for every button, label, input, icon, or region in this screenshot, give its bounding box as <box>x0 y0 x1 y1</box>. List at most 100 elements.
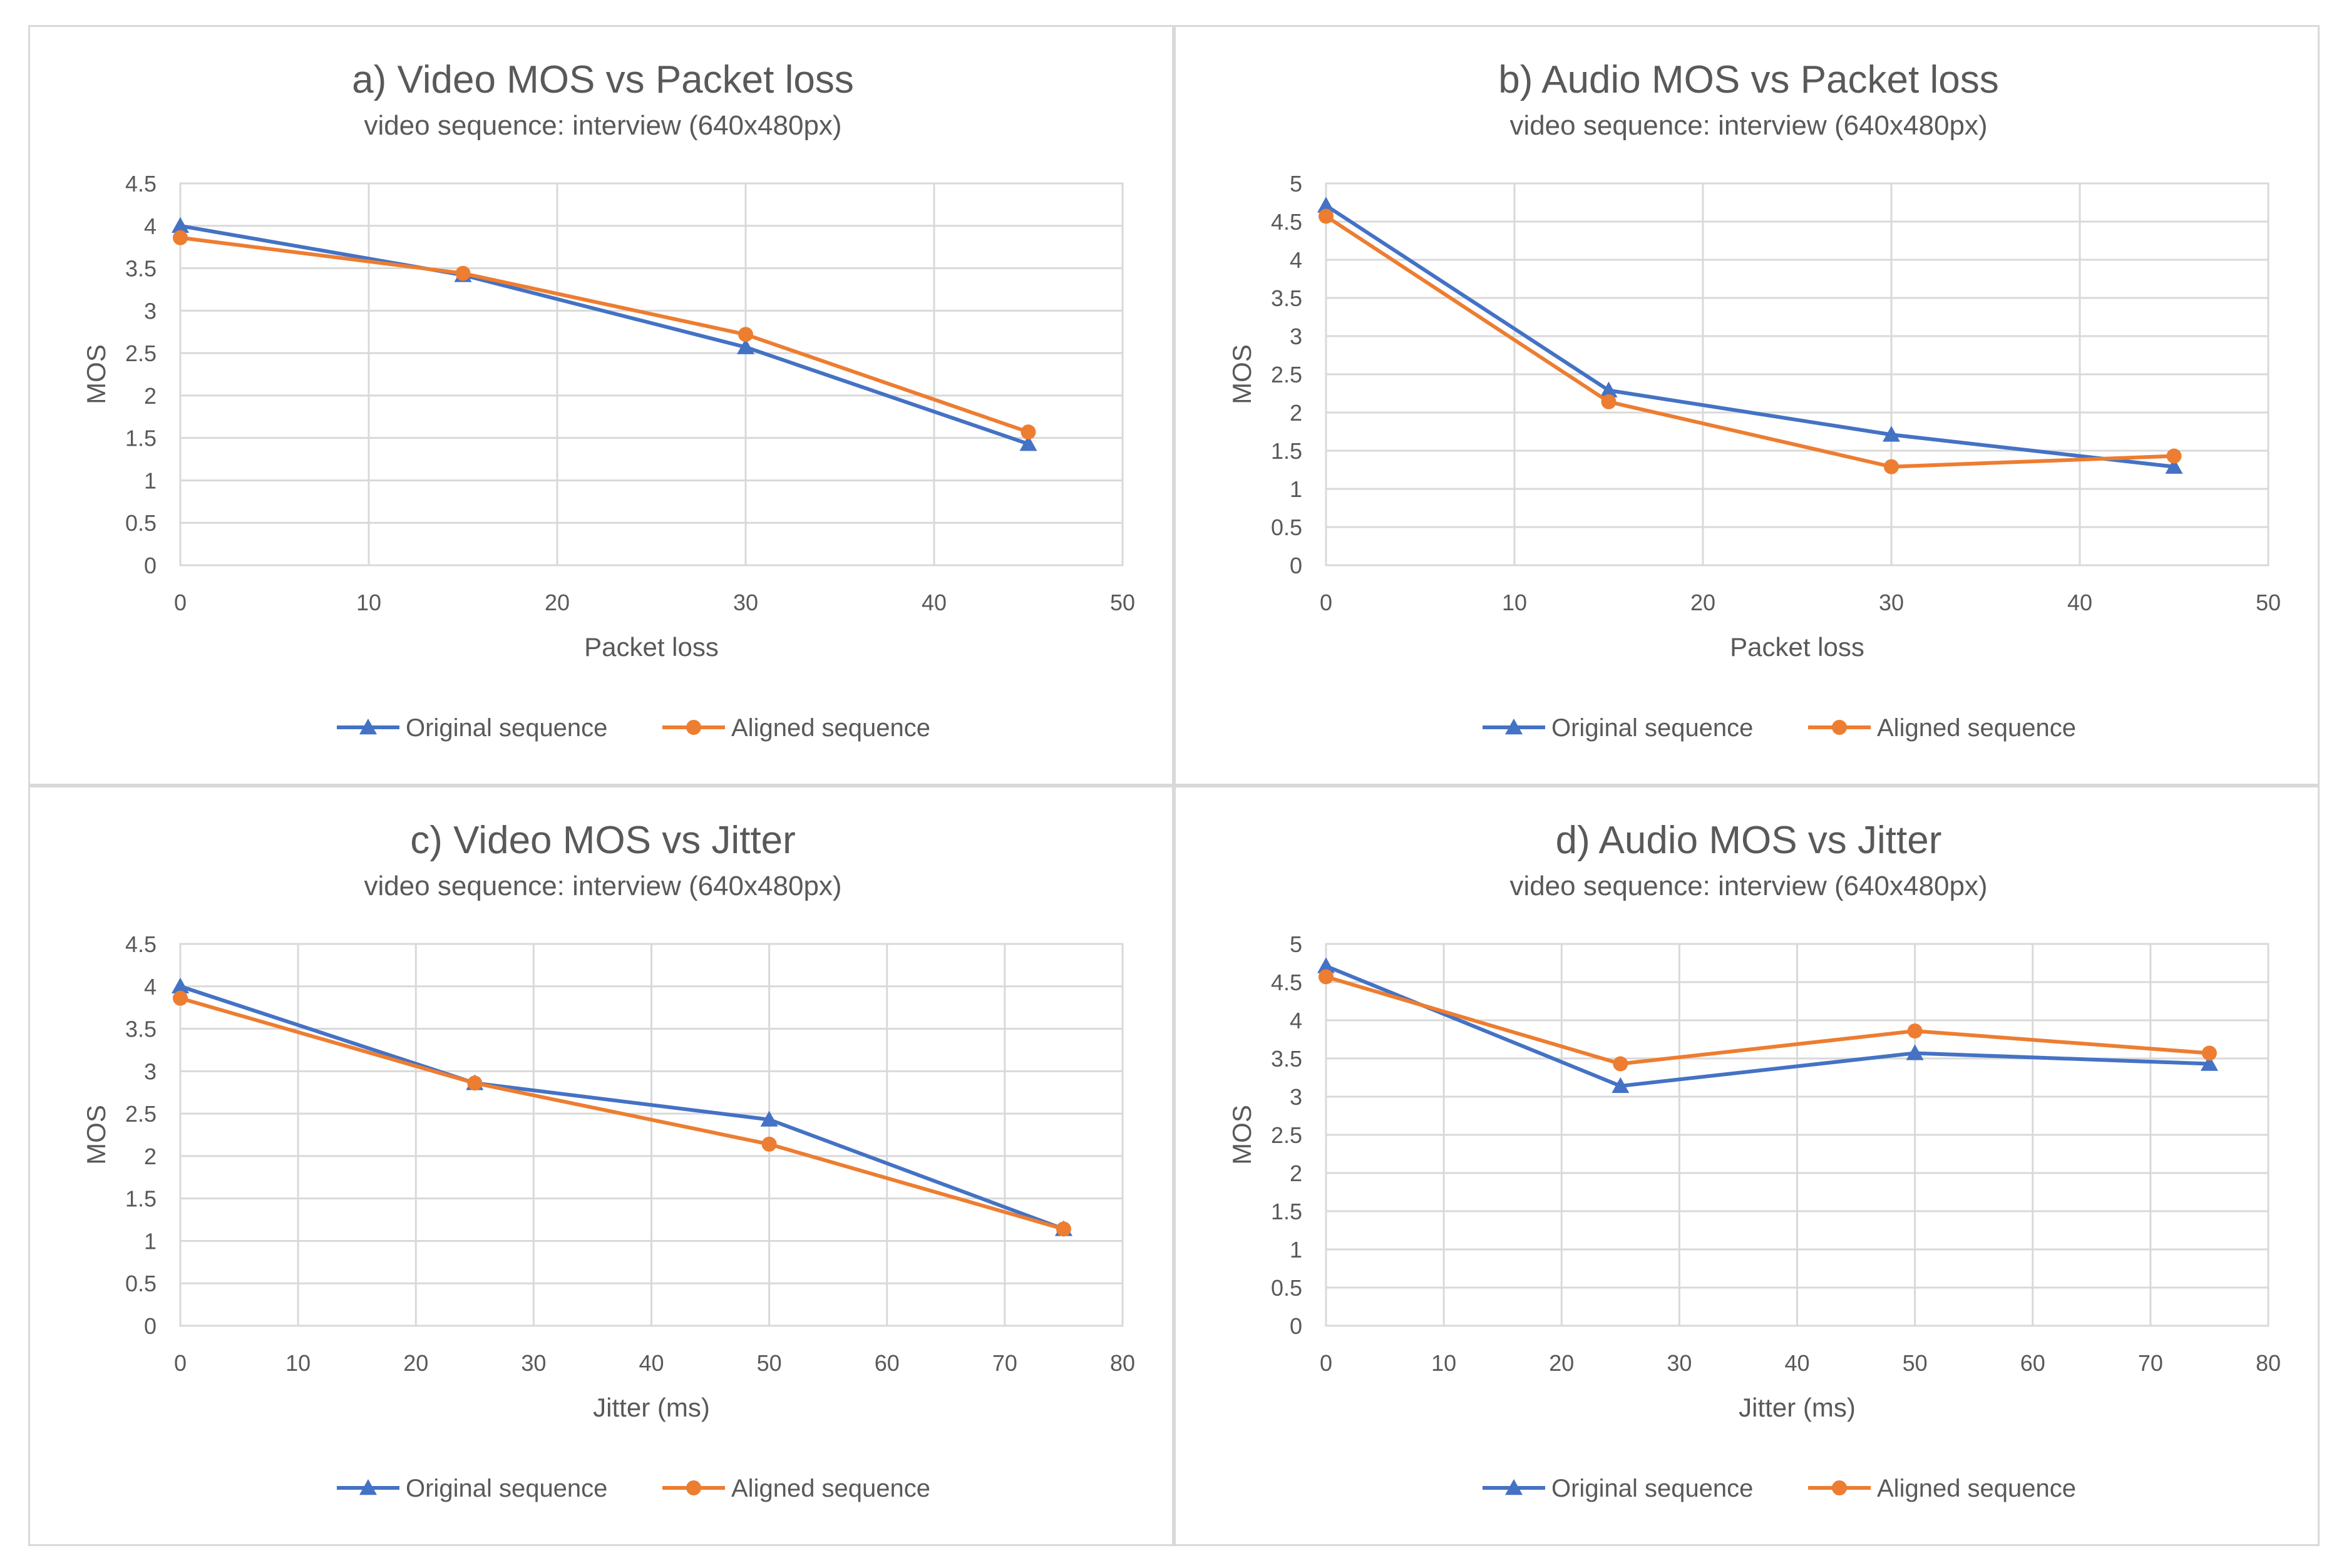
legend-marker <box>359 1479 377 1495</box>
x-tick-label: 10 <box>1431 1350 1456 1376</box>
x-tick-label: 0 <box>1320 1350 1332 1376</box>
chart-subtitle: video sequence: interview (640x480px) <box>1509 110 1987 141</box>
y-tick-label: 2 <box>1290 1161 1302 1186</box>
data-point <box>173 230 188 245</box>
y-tick-label: 1 <box>1290 1237 1302 1263</box>
chart-b: b) Audio MOS vs Packet loss video sequenc… <box>1227 58 2281 742</box>
legend-item-original: Original sequence <box>337 714 607 742</box>
data-point <box>1612 1077 1630 1094</box>
series-original <box>1317 197 2183 474</box>
data-point <box>1056 1221 1071 1237</box>
data-point <box>2200 1055 2218 1071</box>
x-tick-label: 80 <box>1110 1350 1135 1376</box>
y-tick-label: 3.5 <box>125 256 157 282</box>
chart-subtitle: video sequence: interview (640x480px) <box>1509 871 1987 901</box>
y-tick-label: 4 <box>1290 247 1302 273</box>
legend-item-aligned: Aligned sequence <box>1808 1475 2076 1502</box>
legend-label: Aligned sequence <box>731 1475 930 1502</box>
y-tick-label: 0.5 <box>125 510 157 536</box>
y-tick-label: 0 <box>1290 1313 1302 1339</box>
legend-label: Aligned sequence <box>1877 1475 2076 1502</box>
data-point <box>2166 448 2182 464</box>
series-original <box>172 977 1072 1236</box>
y-tick-label: 0.5 <box>1271 1275 1302 1301</box>
y-tick-label: 2.5 <box>1271 362 1302 387</box>
chart-panel-d: d) Audio MOS vs Jitter video sequence: in… <box>1174 786 2320 1546</box>
legend-item-aligned: Aligned sequence <box>662 714 930 742</box>
x-tick-label: 0 <box>174 590 187 615</box>
series-aligned <box>1319 208 2182 474</box>
series-line <box>180 984 1064 1231</box>
legend-label: Original sequence <box>406 1475 607 1502</box>
series-original <box>1317 957 2218 1094</box>
x-tick-label: 30 <box>521 1350 546 1376</box>
data-point <box>172 217 189 233</box>
x-tick-label: 30 <box>1879 590 1904 615</box>
legend-item-original: Original sequence <box>1483 714 1753 742</box>
data-point <box>455 265 471 281</box>
y-tick-label: 4 <box>144 974 157 1000</box>
y-axis-label: MOS <box>81 1105 111 1165</box>
data-point <box>172 977 189 993</box>
legend-marker <box>359 719 377 735</box>
x-tick-label: 20 <box>403 1350 428 1376</box>
y-tick-label: 0 <box>1290 553 1302 578</box>
y-tick-label: 4 <box>144 213 157 239</box>
y-tick-label: 4.5 <box>125 171 157 197</box>
y-tick-label: 2.5 <box>125 1101 157 1127</box>
legend-marker <box>1505 719 1523 735</box>
y-tick-label: 5 <box>1290 171 1302 197</box>
data-point <box>1884 459 1899 474</box>
x-tick-label: 20 <box>545 590 570 615</box>
y-tick-label: 3.5 <box>125 1017 157 1042</box>
plot-frame <box>1325 182 2270 566</box>
x-tick-label: 50 <box>757 1350 782 1376</box>
y-tick-label: 3.5 <box>1271 285 1302 311</box>
legend-label: Original sequence <box>1551 1475 1753 1502</box>
legend-item-aligned: Aligned sequence <box>662 1475 930 1502</box>
chart-title: c) Video MOS vs Jitter <box>410 819 796 862</box>
x-tick-label: 10 <box>356 590 381 615</box>
x-tick-label: 70 <box>2138 1350 2163 1376</box>
legend-label: Original sequence <box>406 714 607 742</box>
y-tick-label: 1.5 <box>1271 438 1302 464</box>
chart-a: a) Video MOS vs Packet loss video sequenc… <box>81 58 1135 742</box>
data-point <box>761 1136 777 1152</box>
chart-c: c) Video MOS vs Jitter video sequence: in… <box>81 819 1135 1502</box>
series-line <box>180 996 1064 1231</box>
legend-item-aligned: Aligned sequence <box>1808 714 2076 742</box>
legend-marker <box>1505 1479 1523 1495</box>
data-point <box>1883 426 1900 442</box>
data-point <box>737 338 754 354</box>
x-tick-label: 40 <box>639 1350 664 1376</box>
data-point <box>1613 1056 1628 1072</box>
series-line <box>180 223 1029 446</box>
series-aligned <box>173 990 1071 1237</box>
y-tick-label: 3 <box>1290 1084 1302 1110</box>
x-tick-label: 50 <box>1903 1350 1928 1376</box>
y-tick-label: 4.5 <box>125 931 157 957</box>
x-tick-label: 30 <box>733 590 758 615</box>
y-axis-label: MOS <box>81 344 111 404</box>
y-tick-label: 2 <box>144 383 157 409</box>
x-tick-label: 30 <box>1667 1350 1692 1376</box>
y-tick-label: 1.5 <box>125 1186 157 1212</box>
data-point <box>1317 197 1335 213</box>
data-point <box>173 990 188 1006</box>
y-tick-label: 4.5 <box>1271 970 1302 995</box>
chart-subtitle: video sequence: interview (640x480px) <box>364 110 841 141</box>
data-point <box>1020 424 1036 440</box>
data-point <box>760 1110 778 1127</box>
x-tick-label: 80 <box>2256 1350 2281 1376</box>
data-point <box>2165 458 2183 474</box>
legend-label: Original sequence <box>1551 714 1753 742</box>
x-tick-label: 50 <box>1110 590 1135 615</box>
x-tick-label: 10 <box>1502 590 1527 615</box>
x-tick-label: 0 <box>174 1350 187 1376</box>
y-axis-label: MOS <box>1227 344 1257 404</box>
y-axis-label: MOS <box>1227 1105 1257 1165</box>
legend-label: Aligned sequence <box>1877 714 2076 742</box>
series-line <box>180 235 1029 434</box>
y-tick-label: 5 <box>1290 931 1302 957</box>
chart-d: d) Audio MOS vs Jitter video sequence: in… <box>1227 819 2281 1502</box>
